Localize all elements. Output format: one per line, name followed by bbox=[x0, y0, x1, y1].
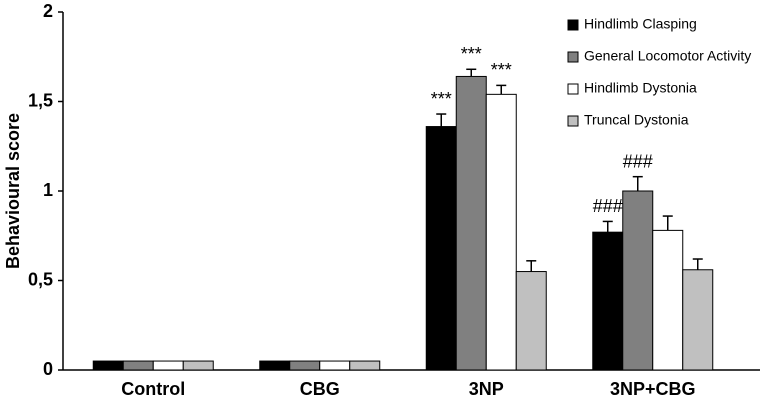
bar bbox=[122, 360, 154, 371]
y-tick-label: 1,5 bbox=[28, 90, 53, 110]
annotation: *** bbox=[431, 89, 452, 109]
legend-swatch bbox=[567, 51, 579, 63]
bar bbox=[425, 126, 457, 371]
annotation: *** bbox=[491, 60, 512, 80]
bar bbox=[152, 360, 184, 371]
annotation: *** bbox=[461, 44, 482, 64]
bar bbox=[622, 190, 654, 371]
legend-label: General Locomotor Activity bbox=[584, 48, 751, 64]
y-axis-label: Behavioural score bbox=[3, 113, 23, 269]
annotation: ### bbox=[593, 196, 623, 216]
y-tick-label: 0 bbox=[43, 359, 53, 379]
bar bbox=[182, 360, 214, 371]
legend-swatch bbox=[567, 83, 579, 95]
bar bbox=[682, 269, 714, 371]
bar bbox=[455, 75, 487, 371]
legend-label: Truncal Dystonia bbox=[584, 112, 689, 128]
legend-swatch bbox=[567, 115, 579, 127]
bar bbox=[652, 229, 684, 371]
bar bbox=[259, 360, 291, 371]
y-tick-label: 0,5 bbox=[28, 269, 53, 289]
bar bbox=[92, 360, 124, 371]
bar bbox=[485, 93, 517, 371]
bar bbox=[515, 271, 547, 371]
y-tick-label: 2 bbox=[43, 1, 53, 21]
legend-label: Hindlimb Clasping bbox=[584, 16, 697, 32]
bar bbox=[592, 231, 624, 371]
legend-swatch bbox=[567, 19, 579, 31]
legend-label: Hindlimb Dystonia bbox=[584, 80, 697, 96]
x-tick-label: 3NP bbox=[469, 379, 504, 399]
y-tick-label: 1 bbox=[43, 180, 53, 200]
bar bbox=[349, 360, 381, 371]
x-tick-label: CBG bbox=[300, 379, 340, 399]
annotation: ### bbox=[623, 151, 653, 171]
x-tick-label: Control bbox=[121, 379, 185, 399]
bar bbox=[289, 360, 321, 371]
x-tick-label: 3NP+CBG bbox=[610, 379, 696, 399]
bar bbox=[319, 360, 351, 371]
